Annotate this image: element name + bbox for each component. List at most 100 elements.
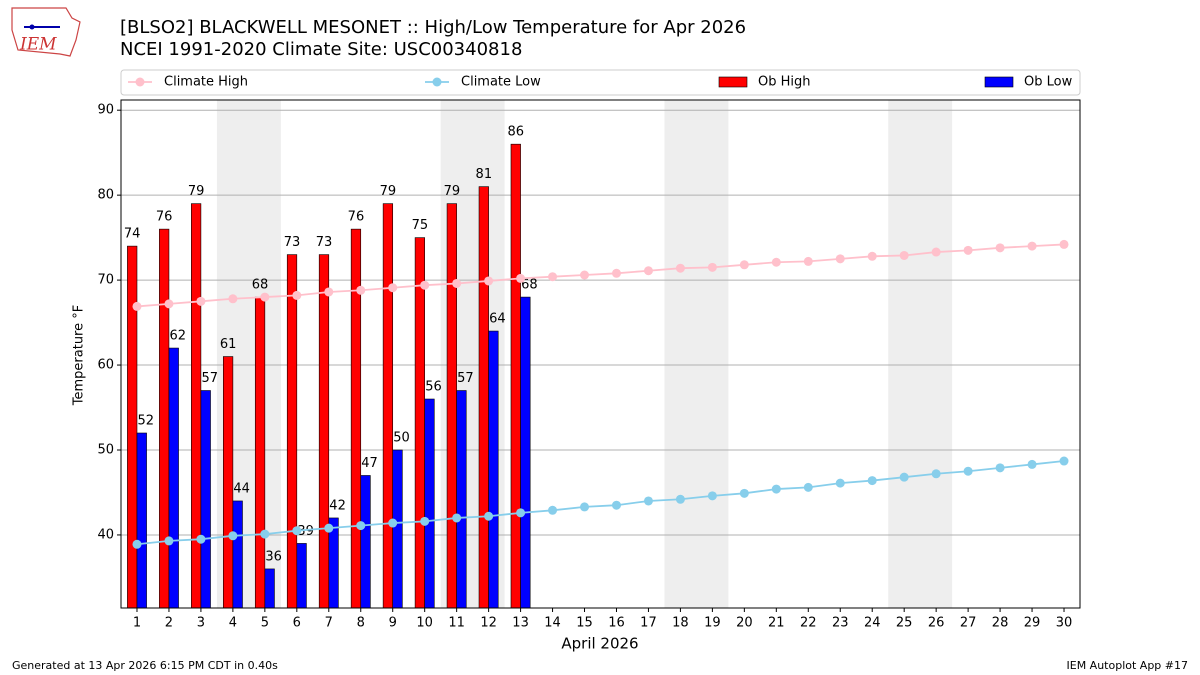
marker: [611, 500, 621, 510]
data-label: 39: [297, 524, 314, 539]
legend-marker: [135, 77, 145, 87]
bar: [136, 432, 147, 609]
marker: [260, 529, 270, 539]
marker: [228, 294, 238, 304]
marker: [260, 292, 270, 302]
bar: [318, 254, 330, 609]
marker: [484, 276, 494, 286]
data-label: 44: [233, 481, 250, 496]
marker: [643, 266, 653, 276]
marker: [548, 505, 558, 515]
marker: [739, 488, 749, 498]
bar: [232, 500, 243, 609]
data-label: 64: [489, 312, 506, 327]
weekend-shade: [888, 100, 953, 608]
data-label: 47: [361, 456, 378, 471]
data-label: 57: [457, 371, 474, 386]
x-tick-label: 18: [672, 616, 689, 631]
bar: [127, 245, 138, 609]
data-label: 68: [521, 278, 538, 293]
bar: [392, 449, 403, 609]
marker: [420, 516, 430, 526]
bar: [382, 203, 394, 609]
x-tick-label: 27: [960, 616, 977, 631]
x-tick-label: 23: [832, 616, 849, 631]
data-label: 52: [138, 414, 155, 429]
x-tick-label: 7: [325, 616, 333, 631]
marker: [516, 508, 526, 518]
y-tick-label: 60: [97, 358, 114, 373]
bar: [520, 296, 531, 609]
marker: [675, 263, 685, 273]
bar: [478, 186, 489, 609]
marker: [516, 273, 526, 283]
marker: [675, 494, 685, 504]
data-label: 76: [156, 210, 173, 225]
data-label: 73: [284, 235, 301, 250]
legend-swatch: [718, 76, 748, 88]
bar: [191, 203, 202, 609]
marker: [611, 268, 621, 278]
y-axis-label: Temperature °F: [72, 305, 87, 406]
marker: [164, 536, 174, 546]
logo-dot: [29, 24, 35, 30]
y-tick-label: 50: [97, 442, 114, 457]
data-label: 73: [316, 235, 333, 250]
marker: [580, 270, 590, 280]
x-tick-label: 16: [608, 616, 625, 631]
data-label: 42: [329, 498, 346, 513]
marker: [963, 245, 973, 255]
bar: [264, 568, 275, 609]
bar: [286, 254, 298, 609]
x-tick-label: 3: [197, 616, 205, 631]
data-label: 75: [412, 218, 429, 233]
footer-left: Generated at 13 Apr 2026 6:15 PM CDT in …: [12, 659, 278, 672]
marker: [1027, 241, 1037, 251]
chart-subtitle: NCEI 1991-2020 Climate Site: USC00340818: [120, 39, 522, 60]
marker: [803, 256, 813, 266]
legend-swatch: [984, 76, 1014, 88]
marker: [931, 247, 941, 257]
marker: [324, 287, 334, 297]
legend-box: [120, 69, 1081, 96]
data-label: 81: [476, 167, 493, 182]
x-tick-label: 10: [416, 616, 433, 631]
x-tick-label: 17: [640, 616, 657, 631]
marker: [995, 243, 1005, 253]
marker: [803, 482, 813, 492]
marker: [867, 476, 877, 486]
footer-right: IEM Autoplot App #17: [1067, 659, 1189, 672]
marker: [292, 526, 302, 536]
x-tick-label: 29: [1024, 616, 1041, 631]
marker: [548, 272, 558, 282]
marker: [484, 511, 494, 521]
bar: [510, 143, 521, 609]
weekend-shade: [664, 100, 729, 608]
marker: [771, 257, 781, 267]
marker: [931, 469, 941, 479]
bar: [168, 347, 179, 609]
line: [136, 460, 1065, 546]
marker: [739, 260, 749, 270]
x-axis-label: April 2026: [561, 635, 638, 653]
marker: [867, 251, 877, 261]
marker: [835, 478, 845, 488]
marker: [196, 534, 206, 544]
marker: [388, 518, 398, 528]
x-tick-label: 24: [864, 616, 881, 631]
bar: [350, 228, 362, 609]
x-tick-label: 11: [448, 616, 465, 631]
marker: [164, 299, 174, 309]
data-label: 68: [252, 278, 269, 293]
data-label: 50: [393, 430, 410, 445]
marker: [899, 472, 909, 482]
bar: [456, 390, 467, 609]
marker: [324, 523, 334, 533]
marker: [228, 531, 238, 541]
data-label: 79: [444, 184, 461, 199]
x-tick-label: 30: [1056, 616, 1073, 631]
data-label: 56: [425, 380, 442, 395]
x-tick-label: 6: [293, 616, 301, 631]
x-tick-label: 15: [576, 616, 593, 631]
y-tick-label: 90: [97, 103, 114, 118]
